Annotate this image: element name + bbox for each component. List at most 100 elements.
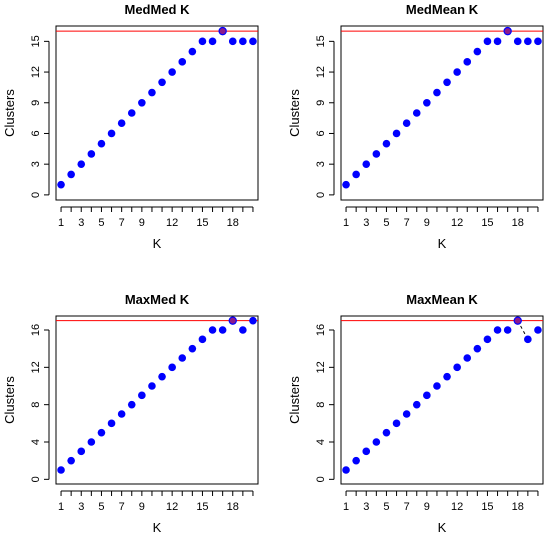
y-axis-label: Clusters [2, 376, 17, 424]
plot-frame [340, 315, 544, 485]
x-tick-label: 1 [343, 501, 349, 513]
y-tick-label: 0 [30, 192, 42, 198]
y-tick-label: 12 [315, 361, 327, 373]
data-point [362, 447, 371, 456]
x-axis-label: K [153, 520, 162, 535]
chart-title: MaxMed K [125, 292, 190, 307]
chart-title: MedMed K [125, 2, 191, 17]
chart-panel-3: MaxMed K K Clusters 1 3 5 7 9 12 15 18 0 4 8 12 16 [2, 292, 259, 535]
data-point [97, 428, 106, 437]
data-point [138, 391, 146, 400]
data-point [178, 354, 187, 362]
data-point [473, 47, 482, 56]
x-tick-label: 15 [196, 501, 208, 513]
data-point [77, 447, 86, 456]
data-point [208, 326, 217, 334]
data-point [57, 180, 65, 189]
data-point [483, 37, 492, 46]
x-tick-label: 3 [78, 217, 84, 229]
x-tick-label: 1 [58, 501, 64, 513]
data-point [433, 88, 441, 97]
data-point [372, 150, 381, 158]
x-tick-label: 7 [119, 217, 125, 229]
x-tick-label: 12 [451, 217, 463, 229]
y-tick-label: 8 [30, 402, 42, 408]
x-tick-label: 9 [139, 217, 145, 229]
data-point [342, 466, 350, 474]
chart-panel-2: MedMean K K Clusters 1 3 5 7 9 12 15 18 0 3 6 9 12 15 [287, 2, 544, 251]
x-tick-label: 7 [119, 501, 125, 513]
y-tick-label: 3 [315, 161, 327, 167]
data-point [463, 58, 472, 66]
data-point [218, 326, 227, 334]
plot-frame [55, 315, 259, 485]
chart-panel-1: MedMed K K Clusters 1 3 5 7 9 12 15 18 0 3 6 9 12 15 [2, 2, 259, 251]
y-tick-label: 16 [30, 324, 42, 336]
y-axis-label: Clusters [2, 89, 17, 137]
data-point [382, 139, 391, 148]
x-tick-label: 12 [166, 217, 178, 229]
y-tick-label: 0 [315, 192, 327, 198]
data-point [473, 344, 482, 353]
x-tick-label: 5 [98, 217, 104, 229]
data-point [77, 160, 86, 168]
data-point [127, 400, 136, 409]
y-tick-label: 15 [315, 35, 327, 47]
chart-title: MedMean K [406, 2, 479, 17]
x-tick-label: 7 [404, 501, 410, 513]
data-point [382, 428, 391, 437]
data-point [178, 58, 187, 66]
data-point [87, 438, 96, 446]
x-tick-label: 1 [343, 217, 349, 229]
highlighted-data-point [228, 316, 237, 325]
data-point [57, 466, 65, 474]
data-point [534, 326, 542, 334]
data-point [372, 438, 381, 446]
data-point [392, 129, 401, 138]
y-tick-label: 4 [315, 439, 327, 445]
chart-panel-4: MaxMean K K Clusters 1 3 5 7 9 12 15 18 0 4 8 12 16 [287, 292, 544, 535]
x-tick-label: 1 [58, 217, 64, 229]
x-tick-label: 5 [98, 501, 104, 513]
data-point [362, 160, 371, 168]
data-point [148, 88, 156, 97]
y-tick-label: 6 [315, 130, 327, 136]
y-tick-label: 12 [30, 361, 42, 373]
data-point [239, 326, 247, 334]
x-tick-label: 15 [481, 501, 493, 513]
data-point [483, 335, 492, 344]
data-point [67, 456, 75, 465]
data-point [463, 354, 472, 362]
chart-title: MaxMean K [406, 292, 478, 307]
data-point [443, 78, 451, 87]
x-tick-label: 7 [404, 217, 410, 229]
data-point [148, 382, 156, 390]
data-point [107, 419, 116, 428]
data-point [423, 391, 431, 400]
x-tick-label: 18 [512, 501, 524, 513]
data-point [158, 78, 166, 87]
x-tick-label: 3 [78, 501, 84, 513]
data-point [352, 170, 360, 179]
data-point [534, 37, 542, 46]
data-point [117, 410, 126, 418]
y-tick-label: 4 [30, 439, 42, 445]
x-tick-label: 12 [166, 501, 178, 513]
data-point [524, 335, 532, 344]
data-point [188, 344, 197, 353]
data-point [443, 372, 451, 381]
data-point [352, 456, 360, 465]
x-tick-label: 18 [227, 501, 239, 513]
data-point [392, 419, 401, 428]
data-point [402, 410, 411, 418]
y-tick-label: 8 [315, 402, 327, 408]
y-tick-label: 3 [30, 161, 42, 167]
data-point [493, 326, 502, 334]
x-tick-label: 18 [227, 217, 239, 229]
data-point [513, 37, 522, 46]
x-tick-label: 15 [481, 217, 493, 229]
data-point [402, 119, 411, 128]
data-point [168, 363, 176, 372]
data-point [249, 37, 257, 46]
